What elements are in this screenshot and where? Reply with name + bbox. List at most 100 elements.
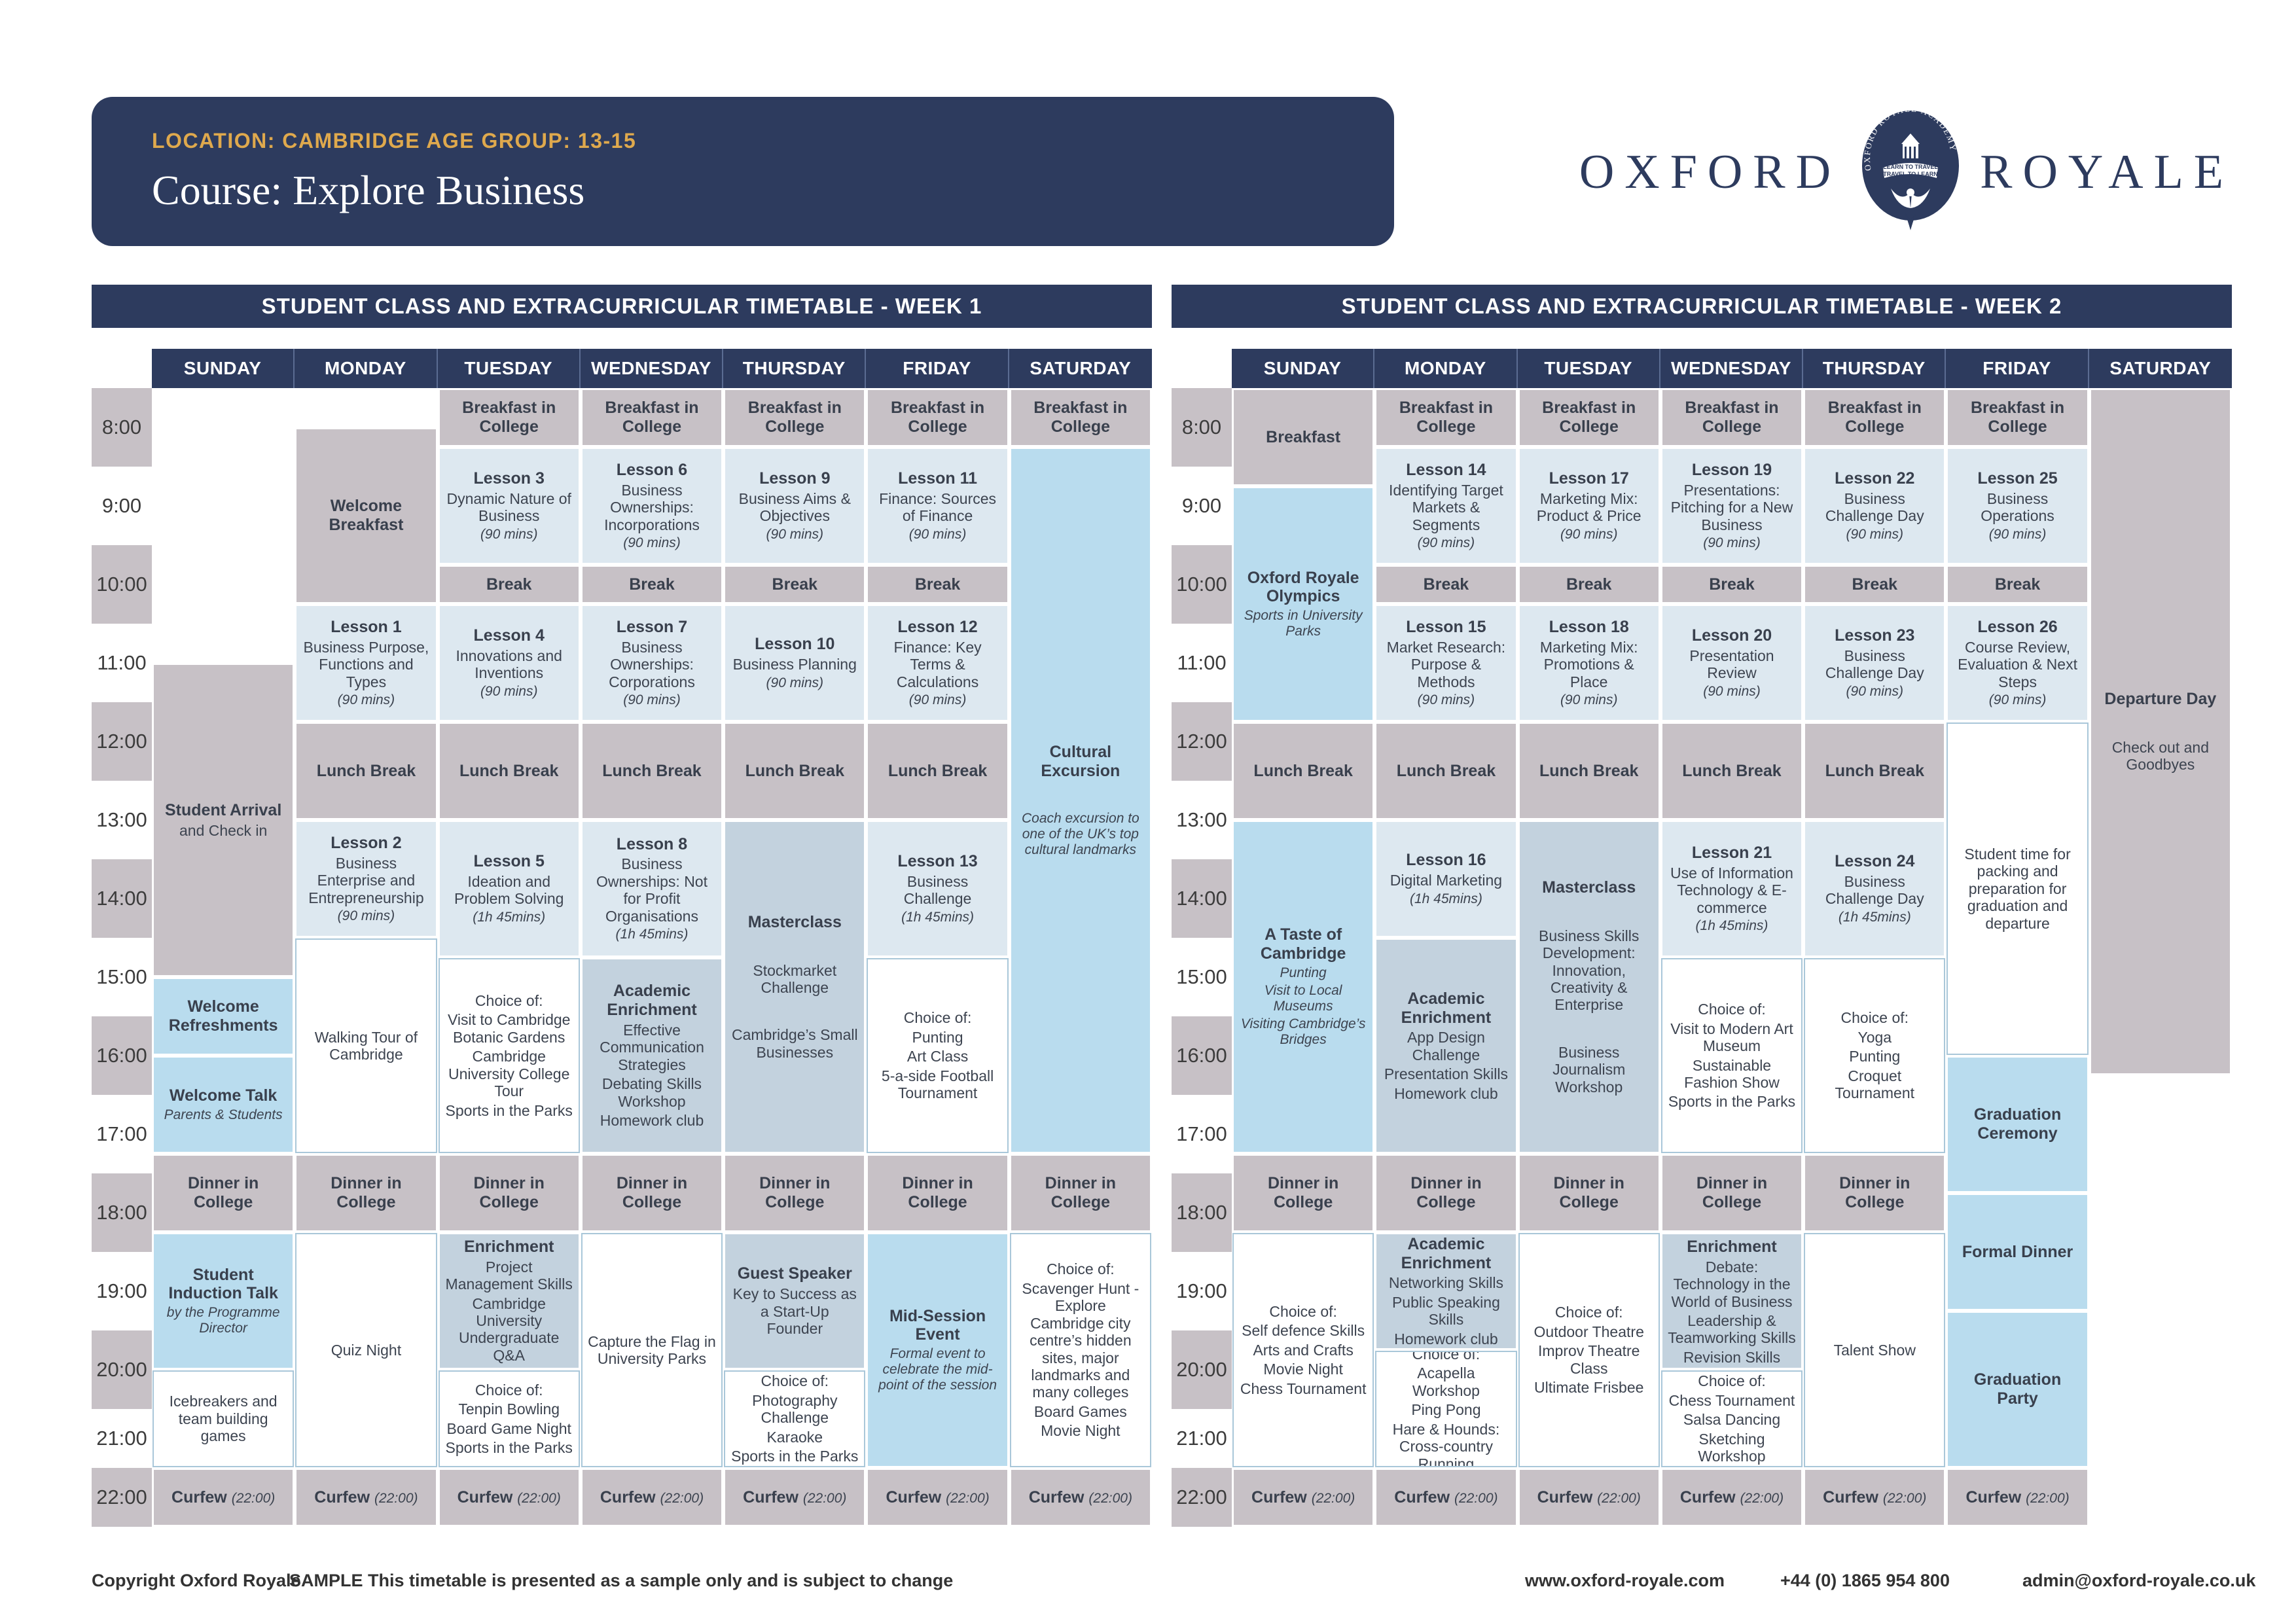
- event-text: (22:00): [1088, 1490, 1132, 1506]
- event-text: Icebreakers and team building games: [169, 1393, 278, 1445]
- crest-motto-1: LEARN TO TRAVEL: [1883, 164, 1938, 170]
- timetable-event: Choice of: Visit to Modern Art Museum Sust…: [1660, 958, 1803, 1153]
- timetable-event: Lesson 21 Use of Information Technology &…: [1660, 821, 1803, 957]
- event-text: Dinner in College: [331, 1174, 402, 1211]
- timetable-event: Lesson 8 Business Ownerships: Not for Pro…: [581, 821, 723, 957]
- event-text: Lesson 21: [1691, 843, 1772, 862]
- timetable-event: Academic Enrichment Networking Skills Publ…: [1375, 1233, 1517, 1349]
- event-text: Visit to Modern Art Museum: [1670, 1020, 1793, 1055]
- event-text: Business Challenge Day: [1825, 872, 1924, 908]
- event-text: Cambridge University Undergraduate Q&A: [458, 1294, 560, 1364]
- event-text: Course Review, Evaluation & Next Steps: [1958, 638, 2077, 690]
- event-text: Lesson 18: [1549, 617, 1629, 636]
- event-text: Academic Enrichment: [1401, 989, 1492, 1027]
- event-text: Curfew: [1394, 1488, 1454, 1507]
- time-label: 17:00: [1172, 1095, 1232, 1173]
- timetable-event: Cultural Excursion Coach excursion to one…: [1009, 448, 1151, 1153]
- event-text: Welcome Refreshments: [168, 997, 278, 1035]
- event-text: Lesson 23: [1835, 626, 1915, 645]
- timetable-event: Choice of: Visit to Cambridge Botanic Gar…: [438, 958, 580, 1153]
- event-text: Lesson 11: [898, 469, 978, 488]
- time-label: 21:00: [1172, 1409, 1232, 1468]
- timetable-event: Lesson 17 Marketing Mix: Product & Price(…: [1518, 448, 1660, 564]
- event-text: (90 mins): [1988, 692, 2047, 707]
- timetable-event: Breakfast in College: [1946, 389, 2089, 446]
- day-header-wednesday: WEDNESDAY: [580, 349, 724, 388]
- day-header-spacer: [1172, 349, 1232, 388]
- day-header-friday: FRIDAY: [1946, 349, 2089, 388]
- timetable-event: Curfew (22:00): [438, 1469, 580, 1526]
- timetable-event: Masterclass Business Skills Development: …: [1518, 821, 1660, 1153]
- event-text: Effective Communication Strategies: [600, 1021, 704, 1073]
- event-text: Formal event to celebrate the mid-point …: [878, 1346, 997, 1393]
- event-text: Breakfast in College: [605, 399, 699, 436]
- event-text: Break: [1566, 575, 1612, 594]
- event-text: Sports in University Parks: [1244, 608, 1363, 639]
- event-text: Hare & Hounds: Cross-country Running: [1392, 1420, 1500, 1467]
- event-text: Lesson 5: [473, 852, 545, 871]
- event-text: Key to Success as a Start-Up Founder: [732, 1285, 857, 1338]
- timetable-event: Break: [1518, 565, 1660, 603]
- timetable-event: Lunch Break: [724, 722, 866, 819]
- timetable-event: Breakfast in College: [1375, 389, 1517, 446]
- timetable-event: Quiz Night: [295, 1233, 437, 1467]
- event-text: Business Ownerships: Corporations: [609, 638, 695, 690]
- course-title: Course: Explore Business: [152, 166, 585, 213]
- event-text: Student time for packing and preparation…: [1964, 845, 2071, 932]
- event-text: (22:00): [660, 1490, 704, 1506]
- timetable-event: Dinner in College: [152, 1154, 295, 1232]
- time-label: 13:00: [92, 781, 152, 859]
- crest-banner: [1883, 163, 1939, 178]
- event-text: Dinner in College: [1267, 1174, 1339, 1211]
- event-text: Lesson 25: [1977, 469, 2058, 488]
- timetable-event: Break: [1804, 565, 1946, 603]
- timetable-event: Breakfast: [1232, 389, 1374, 486]
- event-text: Dinner in College: [1839, 1174, 1910, 1211]
- timetable-event: Choice of: Self defence Skills Arts and Cr…: [1232, 1233, 1374, 1467]
- event-text: Breakfast in College: [462, 399, 556, 436]
- timetable-event: Curfew (22:00): [1660, 1469, 1803, 1526]
- event-text: Business Challenge Day: [1825, 490, 1924, 525]
- timetable-event: Lunch Break: [295, 722, 437, 819]
- event-text: (1h 45mins): [1695, 918, 1768, 933]
- timetable-event: Lesson 14 Identifying Target Markets & Se…: [1375, 448, 1517, 564]
- timetable-event: Break: [1660, 565, 1803, 603]
- timetable-event: Lunch Break: [867, 722, 1009, 819]
- event-text: Lesson 6: [616, 460, 688, 479]
- event-text: Ultimate Frisbee: [1534, 1379, 1644, 1397]
- event-text: Business Planning: [732, 656, 857, 673]
- footer-sample-note: SAMPLE This timetable is presented as a …: [289, 1571, 954, 1590]
- timetable-event: Lesson 18 Marketing Mix: Promotions & Pla…: [1518, 605, 1660, 721]
- event-text: Self defence Skills: [1242, 1322, 1365, 1340]
- event-text: Innovations and Inventions: [456, 647, 562, 682]
- timetable-event: Choice of: Photography Challenge Karaoke Sp…: [724, 1370, 866, 1467]
- time-label: 19:00: [92, 1252, 152, 1330]
- timetable-event: Curfew (22:00): [867, 1469, 1009, 1526]
- time-label: 14:00: [1172, 859, 1232, 938]
- event-text: Lesson 4: [473, 626, 545, 645]
- timetable-event: Welcome Breakfast: [295, 428, 437, 603]
- timetable-event: Lesson 9 Business Aims & Objectives (90 mi…: [724, 448, 866, 564]
- timetable-event: Academic Enrichment Effective Communicati…: [581, 958, 723, 1153]
- crest-wing-right: [1910, 188, 1931, 208]
- event-text: Punting: [1280, 965, 1327, 980]
- day-header-sunday: SUNDAY: [1232, 349, 1375, 388]
- time-label: 9:00: [92, 467, 152, 545]
- timetable-event: Oxford Royale Olympics Sports in Universi…: [1232, 487, 1374, 721]
- event-text: Lunch Break: [745, 761, 844, 780]
- event-text: Dinner in College: [1045, 1174, 1117, 1211]
- event-text: Salsa Dancing: [1683, 1411, 1781, 1429]
- event-text: (22:00): [1882, 1490, 1927, 1506]
- event-text: Punting: [1849, 1048, 1901, 1065]
- event-text: (90 mins): [480, 526, 538, 542]
- event-text: Project Management Skills: [445, 1258, 573, 1293]
- time-label: 22:00: [92, 1468, 152, 1527]
- event-text: (90 mins): [766, 526, 824, 542]
- timetable-event: Guest Speaker Key to Success as a Start-U…: [724, 1233, 866, 1369]
- event-text: Dynamic Nature of Business: [446, 490, 571, 525]
- timetable-event: Curfew (22:00): [152, 1469, 295, 1526]
- event-text: Business Ownerships: Not for Profit Orga…: [596, 855, 708, 925]
- timetable-event: Lunch Break: [1375, 722, 1517, 819]
- week-1-day-header-row: SUNDAY MONDAY TUESDAY WEDNESDAY THURSDAY FRID…: [92, 349, 1152, 388]
